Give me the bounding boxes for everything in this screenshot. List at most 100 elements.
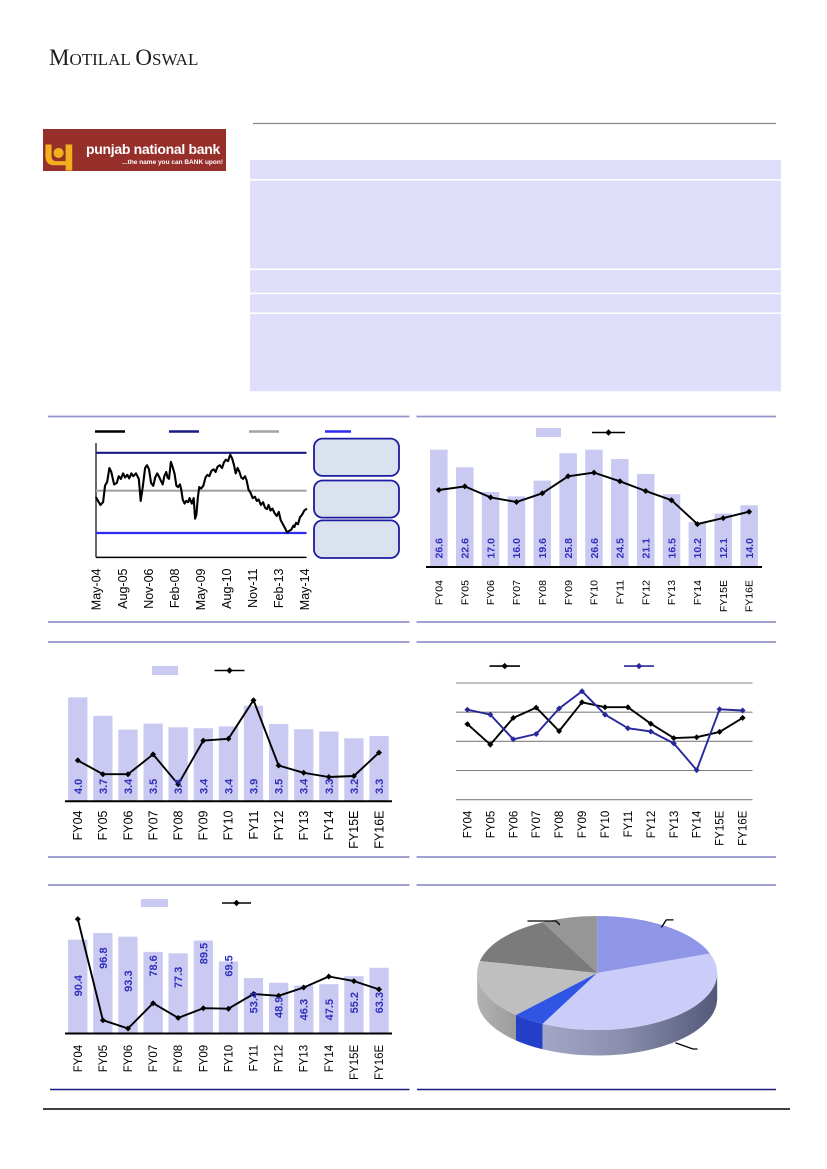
svg-text:3.4: 3.4 — [299, 778, 311, 794]
svg-text:Feb-08: Feb-08 — [168, 568, 182, 608]
svg-text:FY06: FY06 — [121, 810, 135, 840]
svg-text:3.3: 3.3 — [374, 779, 386, 794]
svg-text:May-09: May-09 — [194, 568, 208, 610]
svg-text:FY13: FY13 — [297, 810, 311, 840]
svg-text:FY15E: FY15E — [715, 810, 727, 845]
svg-text:May-04: May-04 — [90, 568, 104, 610]
svg-text:FY16E: FY16E — [374, 1044, 386, 1079]
svg-text:FY04: FY04 — [71, 810, 85, 840]
svg-text:FY08: FY08 — [554, 811, 566, 839]
svg-text:FY09: FY09 — [577, 811, 589, 839]
svg-text:FY08: FY08 — [537, 580, 549, 605]
svg-text:96.8: 96.8 — [98, 947, 110, 968]
svg-text:19.6: 19.6 — [537, 538, 549, 559]
svg-text:3.4: 3.4 — [223, 778, 235, 794]
svg-text:FY15E: FY15E — [718, 580, 730, 612]
svg-text:47.5: 47.5 — [324, 999, 336, 1020]
svg-text:3.3: 3.3 — [324, 779, 336, 794]
svg-text:FY13: FY13 — [669, 811, 681, 839]
svg-text:3.9: 3.9 — [249, 779, 261, 794]
svg-text:77.3: 77.3 — [173, 967, 185, 988]
svg-text:10.2: 10.2 — [692, 538, 704, 559]
svg-text:26.6: 26.6 — [434, 538, 446, 559]
svg-text:FY16E: FY16E — [738, 810, 750, 845]
svg-text:FY11: FY11 — [247, 810, 261, 839]
svg-text:FY08: FY08 — [173, 1045, 185, 1073]
svg-text:FY13: FY13 — [299, 1045, 311, 1073]
svg-text:FY05: FY05 — [485, 811, 497, 839]
svg-text:FY16E: FY16E — [372, 811, 386, 849]
svg-text:3.4: 3.4 — [173, 778, 185, 794]
svg-text:55.2: 55.2 — [349, 992, 361, 1013]
svg-text:FY16E: FY16E — [744, 580, 756, 612]
svg-text:69.5: 69.5 — [223, 955, 235, 976]
svg-text:89.5: 89.5 — [198, 943, 210, 964]
svg-text:FY06: FY06 — [485, 580, 497, 605]
svg-text:FY05: FY05 — [98, 1045, 110, 1073]
svg-text:FY11: FY11 — [623, 811, 635, 838]
svg-text:3.2: 3.2 — [349, 779, 361, 794]
svg-text:FY07: FY07 — [531, 811, 543, 839]
svg-text:26.6: 26.6 — [589, 538, 601, 559]
svg-text:12.1: 12.1 — [718, 538, 730, 559]
svg-text:14.0: 14.0 — [744, 538, 756, 559]
svg-text:63.3: 63.3 — [374, 992, 386, 1013]
svg-text:FY05: FY05 — [96, 810, 110, 840]
svg-text:3.7: 3.7 — [98, 779, 110, 794]
svg-text:FY04: FY04 — [73, 1044, 85, 1072]
svg-text:3.5: 3.5 — [274, 779, 286, 794]
svg-text:FY13: FY13 — [666, 580, 678, 605]
svg-text:FY06: FY06 — [123, 1045, 135, 1073]
svg-text:May-14: May-14 — [298, 568, 312, 610]
svg-text:FY14: FY14 — [324, 1044, 336, 1072]
svg-text:FY10: FY10 — [222, 810, 236, 840]
svg-text:FY09: FY09 — [198, 1045, 210, 1073]
svg-text:FY10: FY10 — [223, 1045, 235, 1073]
svg-text:FY07: FY07 — [511, 580, 523, 605]
svg-text:FY05: FY05 — [459, 580, 471, 605]
svg-text:FY10: FY10 — [589, 580, 601, 605]
svg-text:53.4: 53.4 — [249, 991, 261, 1013]
svg-text:FY08: FY08 — [172, 810, 186, 840]
svg-text:FY10: FY10 — [600, 811, 612, 839]
svg-text:FY15E: FY15E — [349, 1044, 361, 1079]
svg-text:FY15E: FY15E — [347, 811, 361, 849]
svg-text:17.0: 17.0 — [485, 538, 497, 559]
svg-text:FY14: FY14 — [322, 810, 336, 840]
svg-text:48.9: 48.9 — [274, 997, 286, 1018]
svg-text:FY07: FY07 — [148, 1045, 160, 1073]
svg-text:3.4: 3.4 — [198, 778, 210, 794]
svg-text:46.3: 46.3 — [299, 999, 311, 1020]
svg-text:90.4: 90.4 — [73, 974, 85, 996]
svg-text:Aug-05: Aug-05 — [116, 568, 130, 608]
svg-text:FY07: FY07 — [146, 810, 160, 840]
svg-text:93.3: 93.3 — [123, 970, 135, 991]
svg-text:78.6: 78.6 — [148, 955, 160, 976]
svg-text:FY09: FY09 — [197, 810, 211, 840]
svg-text:16.5: 16.5 — [666, 538, 678, 559]
svg-text:FY12: FY12 — [640, 580, 652, 605]
svg-text:25.8: 25.8 — [563, 538, 575, 559]
svg-text:24.5: 24.5 — [615, 538, 627, 559]
svg-text:Nov-11: Nov-11 — [246, 568, 260, 607]
svg-text:FY12: FY12 — [272, 810, 286, 840]
svg-text:3.4: 3.4 — [123, 778, 135, 794]
svg-text:Feb-13: Feb-13 — [272, 568, 286, 608]
svg-text:FY12: FY12 — [646, 811, 658, 839]
svg-text:FY09: FY09 — [563, 580, 575, 605]
svg-text:22.6: 22.6 — [460, 538, 472, 559]
svg-text:4.0: 4.0 — [73, 779, 85, 794]
svg-text:3.5: 3.5 — [148, 779, 160, 794]
svg-text:FY14: FY14 — [692, 580, 704, 605]
svg-text:FY04: FY04 — [434, 580, 446, 605]
svg-text:21.1: 21.1 — [641, 538, 653, 559]
svg-text:Aug-10: Aug-10 — [220, 568, 234, 608]
svg-text:FY14: FY14 — [692, 810, 704, 838]
svg-text:FY04: FY04 — [462, 810, 474, 838]
svg-text:FY11: FY11 — [615, 580, 627, 604]
svg-text:Nov-06: Nov-06 — [142, 568, 156, 608]
svg-text:FY06: FY06 — [508, 811, 520, 839]
svg-text:FY11: FY11 — [249, 1045, 261, 1072]
svg-text:FY12: FY12 — [274, 1045, 286, 1073]
svg-text:16.0: 16.0 — [511, 538, 523, 559]
